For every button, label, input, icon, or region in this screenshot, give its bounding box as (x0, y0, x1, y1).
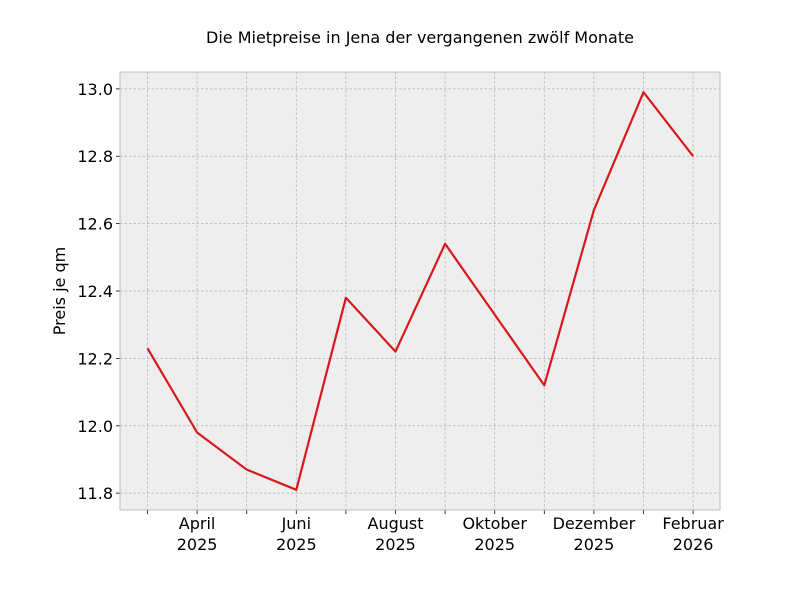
y-tick-labels: 11.8 12.0 12.2 12.4 12.6 12.8 13.0 (77, 80, 113, 503)
tick-marks (116, 88, 694, 514)
x-tick-labels: April 2025 Juni 2025 August 2025 Oktober 2025 De… (177, 514, 724, 554)
x-tick-label-year: 2025 (375, 535, 416, 554)
series-line (146, 91, 694, 491)
y-tick-label: 11.8 (77, 484, 113, 503)
y-tick-label: 12.0 (77, 417, 113, 436)
y-axis-label: Preis je qm (50, 247, 69, 335)
plot-frame (119, 71, 721, 511)
x-tick-label-year: 2025 (574, 535, 615, 554)
x-tick-label-year: 2025 (177, 535, 218, 554)
x-tick-label-year: 2025 (276, 535, 317, 554)
x-tick-label-month: August (368, 514, 424, 533)
y-tick-label: 12.4 (77, 282, 113, 301)
chart-title: Die Mietpreise in Jena der vergangenen z… (206, 28, 634, 47)
x-tick-label-month: Oktober (462, 514, 527, 533)
y-tick-label: 12.8 (77, 147, 113, 166)
x-tick-label-year: 2025 (474, 535, 515, 554)
x-tick-label-year: 2026 (673, 535, 714, 554)
x-tick-label-month: Dezember (553, 514, 636, 533)
y-tick-label: 13.0 (77, 80, 113, 99)
x-tick-label-month: Juni (281, 514, 311, 533)
grid-lines (120, 72, 720, 510)
x-tick-label-month: April (179, 514, 216, 533)
x-tick-label-month: Februar (662, 514, 724, 533)
y-tick-label: 12.6 (77, 215, 113, 234)
y-tick-label: 12.2 (77, 349, 113, 368)
